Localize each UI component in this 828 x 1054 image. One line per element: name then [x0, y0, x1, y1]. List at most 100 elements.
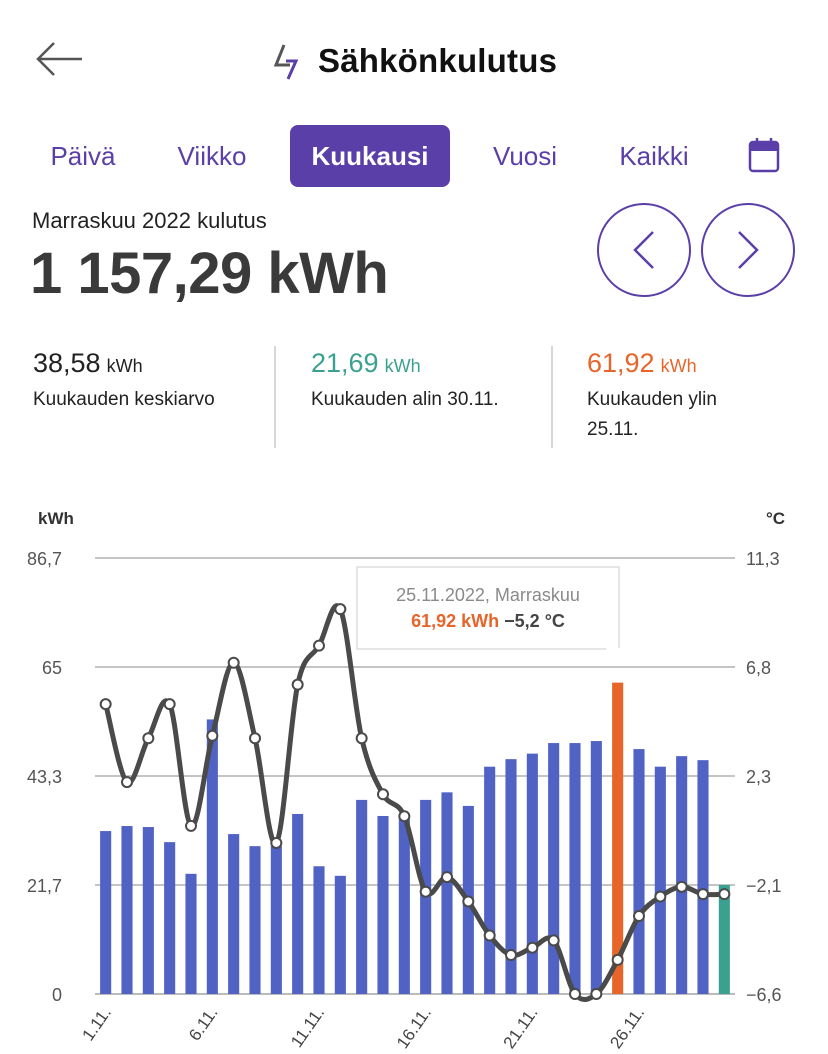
- calendar-button[interactable]: [748, 137, 780, 173]
- stat-max-value: 61,92: [587, 348, 655, 378]
- temperature-point: [654, 890, 667, 903]
- stat-min-label: Kuukauden alin 30.11.: [311, 389, 499, 410]
- chart-bar: [718, 884, 730, 994]
- chevron-right-icon: [738, 231, 759, 269]
- temperature-point: [718, 888, 731, 901]
- tooltip-temperature: −5,2 °C: [499, 611, 565, 631]
- x-tick-label: 6.11.: [185, 1003, 222, 1044]
- y-tick-label: 21,7: [27, 876, 62, 896]
- chart-bar: [185, 873, 197, 994]
- chart-bar: [526, 753, 538, 994]
- y-axis-title: kWh: [38, 509, 74, 528]
- temperature-point: [398, 810, 411, 823]
- tab-day[interactable]: Päivä: [50, 141, 116, 171]
- temperature-point: [547, 934, 560, 947]
- tooltip-title: 25.11.2022, Marraskuu: [396, 585, 580, 605]
- tab-week[interactable]: Viikko: [177, 141, 247, 171]
- x-tick-label: 11.11.: [287, 1003, 328, 1051]
- y2-tick-label: 11,3: [746, 549, 780, 569]
- tab-all[interactable]: Kaikki: [619, 141, 689, 171]
- chart-bar: [398, 815, 410, 994]
- temperature-point: [441, 871, 453, 884]
- temperature-point: [419, 885, 432, 898]
- tooltip-box: [356, 566, 620, 650]
- tab-year[interactable]: Vuosi: [492, 141, 558, 171]
- temperature-line: [103, 603, 727, 1002]
- temperature-point: [675, 880, 688, 893]
- temperature-point: [505, 949, 517, 962]
- temperature-point: [206, 729, 219, 742]
- temperature-point: [462, 895, 475, 908]
- stat-divider: [551, 346, 553, 448]
- temperature-point: [121, 776, 133, 789]
- temperature-point: [526, 941, 539, 954]
- chart-bar: [121, 826, 133, 994]
- stat-max-label-line2: 25.11.: [587, 419, 639, 440]
- y2-tick-label: 2,3: [746, 767, 771, 787]
- chart-bar: [100, 831, 112, 994]
- temperature-point: [334, 603, 347, 616]
- stat-min-value: 21,69: [311, 348, 379, 378]
- stat-average: 38,58 kWh Kuukauden keskiarvo: [33, 348, 283, 415]
- temperature-point: [227, 656, 240, 669]
- y2-tick-label: −2,1: [746, 876, 782, 896]
- chart-bar: [377, 815, 389, 994]
- y-tick-label: 65: [42, 658, 62, 678]
- tooltip-value: 61,92 kWh: [411, 611, 499, 631]
- chart-bar: [142, 827, 154, 994]
- y2-tick-label: 6,8: [746, 658, 771, 678]
- chart-bar: [590, 741, 602, 994]
- chevron-left-icon: [633, 231, 654, 269]
- page-title: Sähkönkulutus: [318, 42, 558, 79]
- stat-min-unit: kWh: [384, 356, 421, 376]
- next-period-button[interactable]: [701, 203, 795, 297]
- stat-max-unit: kWh: [660, 356, 697, 376]
- chart-bar: [654, 766, 666, 994]
- temperature-point: [185, 819, 197, 832]
- chart-bar: [505, 759, 517, 994]
- chart-bar: [356, 799, 368, 994]
- stat-average-unit: kWh: [106, 356, 143, 376]
- temperature-point: [355, 732, 368, 745]
- y-tick-label: 86,7: [27, 549, 62, 569]
- temperature-point: [611, 953, 624, 966]
- chart-bar: [612, 682, 624, 994]
- temperature-point: [483, 929, 496, 942]
- temperature-point: [163, 698, 176, 711]
- chart-bar: [313, 866, 325, 994]
- stat-max-label: Kuukauden ylin 25.11.: [587, 385, 807, 445]
- period-label: Marraskuu 2022 kulutus: [32, 208, 267, 233]
- back-button[interactable]: [32, 36, 88, 82]
- tab-month[interactable]: Kuukausi: [290, 125, 450, 187]
- stat-divider: [274, 346, 276, 448]
- temperature-point: [633, 910, 645, 923]
- temperature-point: [270, 836, 283, 849]
- chart-bar: [697, 760, 709, 994]
- chart-bar: [206, 719, 218, 994]
- app-header: Sähkönkulutus: [0, 0, 828, 120]
- chart-bar: [292, 813, 304, 994]
- chart-bar: [228, 834, 240, 994]
- temperature-point: [377, 788, 389, 801]
- brand-logo-icon: [273, 44, 299, 80]
- chart-bar: [249, 846, 261, 994]
- y2-axis-title: °C: [766, 509, 785, 528]
- calendar-icon: [748, 138, 780, 173]
- y-tick-label: 43,3: [27, 767, 62, 787]
- temperature-point: [569, 988, 581, 1000]
- stat-average-label: Kuukauden keskiarvo: [33, 389, 215, 410]
- previous-period-button[interactable]: [597, 203, 691, 297]
- chart-bar: [548, 743, 560, 994]
- chart-bar: [270, 846, 282, 994]
- stat-average-value: 38,58: [33, 348, 101, 378]
- x-tick-label: 16.11.: [393, 1003, 435, 1052]
- chart-bar: [633, 749, 645, 994]
- chart-bar: [164, 842, 176, 994]
- tooltip-values: 61,92 kWh −5,2 °C: [411, 611, 565, 631]
- x-tick-label: 26.11.: [606, 1003, 648, 1052]
- x-tick-label: 1.11.: [78, 1003, 115, 1044]
- chart-bar: [441, 792, 453, 994]
- temperature-point: [249, 732, 261, 745]
- consumption-chart: kWh °C 0 −6,6 21,7 −2,1 43,3 2,3 65 6,8 86,7 11,3 1.…: [27, 509, 785, 1052]
- chart-bar: [484, 766, 496, 994]
